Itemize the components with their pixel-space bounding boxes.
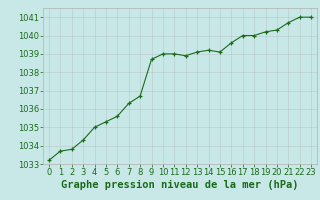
X-axis label: Graphe pression niveau de la mer (hPa): Graphe pression niveau de la mer (hPa): [61, 180, 299, 190]
